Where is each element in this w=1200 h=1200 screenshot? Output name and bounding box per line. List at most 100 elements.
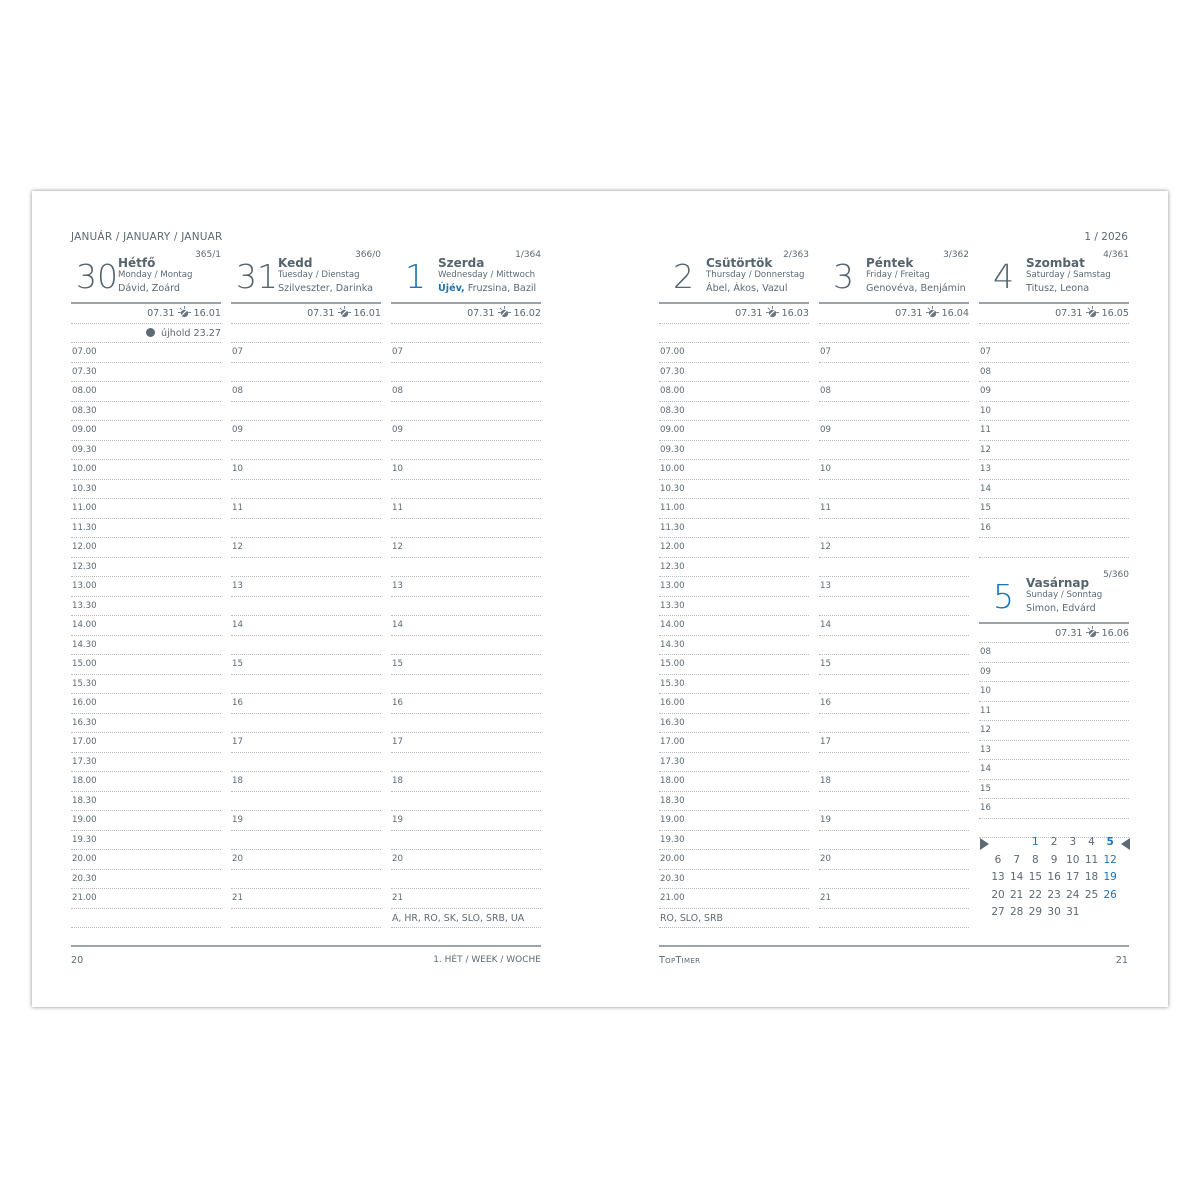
time-slot[interactable] [819, 519, 969, 538]
time-slot[interactable]: 15 [819, 655, 969, 675]
time-slot[interactable]: 15.00 [71, 655, 221, 675]
time-slot[interactable]: 18 [231, 772, 381, 792]
time-slot[interactable]: 09.30 [659, 441, 809, 460]
time-slot[interactable]: 19 [391, 811, 541, 831]
time-slot[interactable]: 11 [231, 499, 381, 519]
time-slot[interactable]: 13 [819, 577, 969, 597]
calendar-date[interactable]: 30 [1047, 906, 1061, 918]
calendar-date[interactable]: 12 [1103, 853, 1117, 866]
time-slot[interactable]: 21.00 [659, 889, 809, 909]
calendar-date[interactable]: 9 [1050, 853, 1058, 866]
time-slot[interactable]: 15 [979, 780, 1129, 799]
time-slot[interactable]: 07.00 [659, 343, 809, 363]
time-slot[interactable]: 19.30 [71, 831, 221, 850]
time-slot[interactable] [391, 792, 541, 811]
time-slot[interactable] [819, 636, 969, 655]
time-slot[interactable]: 10 [979, 682, 1129, 702]
time-slot[interactable]: 13 [979, 741, 1129, 760]
time-slot[interactable]: 16.30 [659, 714, 809, 733]
time-slot[interactable]: 15 [979, 499, 1129, 519]
time-slot[interactable] [391, 363, 541, 382]
time-slot[interactable] [231, 519, 381, 538]
time-slot[interactable] [819, 363, 969, 382]
calendar-date[interactable]: 10 [1066, 853, 1080, 866]
time-slot[interactable]: 14.00 [659, 616, 809, 636]
time-slot[interactable]: 14 [231, 616, 381, 636]
time-slot[interactable]: 15.30 [71, 675, 221, 694]
time-slot[interactable]: 08 [979, 643, 1129, 663]
time-slot[interactable]: 18.00 [659, 772, 809, 792]
time-slot[interactable]: 17.30 [71, 753, 221, 772]
time-slot[interactable]: 08.00 [71, 382, 221, 402]
time-slot[interactable]: 18 [819, 772, 969, 792]
time-slot[interactable]: 12.00 [659, 538, 809, 558]
time-slot[interactable]: 10 [979, 402, 1129, 421]
time-slot[interactable] [231, 441, 381, 460]
time-slot[interactable]: 07 [391, 343, 541, 363]
time-slot[interactable]: 13 [231, 577, 381, 597]
time-slot[interactable]: 08 [231, 382, 381, 402]
time-slot[interactable] [391, 441, 541, 460]
time-slot[interactable]: 16.30 [71, 714, 221, 733]
time-slot[interactable] [391, 597, 541, 616]
time-slot[interactable]: 12 [979, 441, 1129, 460]
time-slot[interactable]: 16 [231, 694, 381, 714]
time-slot[interactable]: 18.00 [71, 772, 221, 792]
time-slot[interactable]: 09 [819, 421, 969, 441]
time-slot[interactable]: 07.00 [71, 343, 221, 363]
time-slot[interactable]: 11 [391, 499, 541, 519]
time-slot[interactable]: 11 [979, 702, 1129, 721]
time-slot[interactable] [819, 558, 969, 577]
calendar-date[interactable]: 20 [991, 888, 1005, 901]
time-slot[interactable]: 16 [391, 694, 541, 714]
time-slot[interactable] [391, 753, 541, 772]
calendar-date[interactable]: 19 [1103, 871, 1117, 883]
time-slot[interactable] [819, 441, 969, 460]
time-slot[interactable] [231, 363, 381, 382]
time-slot[interactable]: 08.30 [71, 402, 221, 421]
time-slot[interactable]: 19 [819, 811, 969, 831]
time-slot[interactable]: 14.30 [71, 636, 221, 655]
calendar-date[interactable]: 16 [1047, 871, 1061, 883]
time-slot[interactable] [231, 558, 381, 577]
time-slot[interactable]: 16.00 [659, 694, 809, 714]
calendar-date[interactable]: 2 [1050, 836, 1058, 848]
time-slot[interactable]: 11.30 [71, 519, 221, 538]
time-slot[interactable]: 14 [979, 760, 1129, 780]
time-slot[interactable]: 20.30 [71, 870, 221, 889]
time-slot[interactable]: 11.00 [71, 499, 221, 519]
time-slot[interactable]: 12 [231, 538, 381, 558]
time-slot[interactable]: 11 [819, 499, 969, 519]
time-slot[interactable]: 09.30 [71, 441, 221, 460]
calendar-date[interactable]: 21 [1010, 888, 1024, 901]
calendar-date[interactable]: 5 [1106, 836, 1114, 848]
time-slot[interactable]: 10.30 [659, 480, 809, 499]
time-slot[interactable]: 10 [391, 460, 541, 480]
time-slot[interactable]: 14.00 [71, 616, 221, 636]
time-slot[interactable]: 17 [391, 733, 541, 753]
time-slot[interactable]: 09 [979, 663, 1129, 682]
time-slot[interactable]: 18.30 [71, 792, 221, 811]
calendar-date[interactable]: 8 [1032, 853, 1039, 866]
time-slot[interactable]: 07.30 [659, 363, 809, 382]
time-slot[interactable] [231, 870, 381, 889]
time-slot[interactable] [231, 753, 381, 772]
calendar-date[interactable]: 7 [1013, 853, 1021, 866]
time-slot[interactable] [819, 402, 969, 421]
time-slot[interactable] [819, 675, 969, 694]
time-slot[interactable]: 13 [979, 460, 1129, 480]
time-slot[interactable]: 20.00 [71, 850, 221, 870]
time-slot[interactable]: 12 [979, 721, 1129, 741]
time-slot[interactable] [391, 870, 541, 889]
time-slot[interactable]: 19.00 [71, 811, 221, 831]
calendar-date[interactable]: 28 [1010, 906, 1024, 918]
calendar-date[interactable]: 29 [1028, 906, 1043, 918]
time-slot[interactable]: 19.30 [659, 831, 809, 850]
calendar-date[interactable]: 26 [1103, 888, 1117, 901]
calendar-date[interactable]: 3 [1069, 836, 1077, 848]
time-slot[interactable]: 20 [391, 850, 541, 870]
time-slot[interactable]: 13 [391, 577, 541, 597]
time-slot[interactable] [819, 597, 969, 616]
time-slot[interactable]: 09 [231, 421, 381, 441]
time-slot[interactable]: 17.30 [659, 753, 809, 772]
